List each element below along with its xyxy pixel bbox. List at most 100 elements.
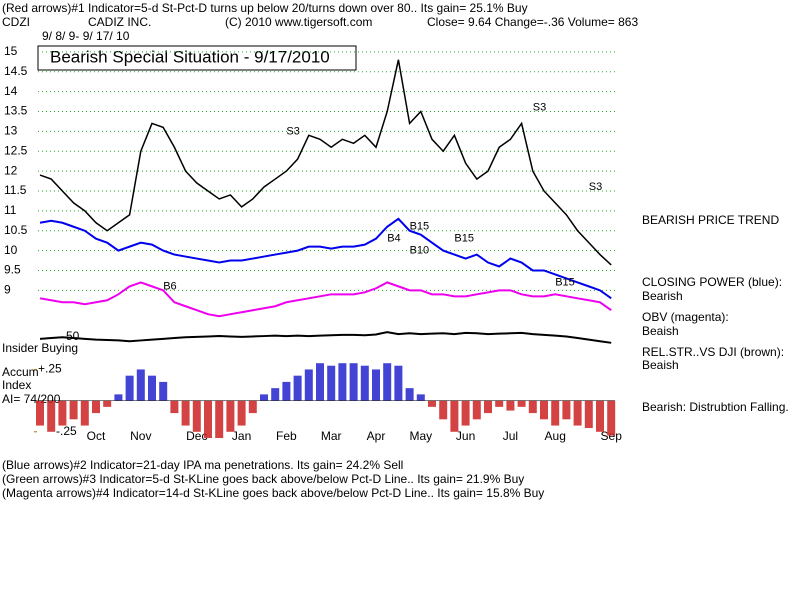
accum-bar (562, 400, 571, 420)
left-label: Index (2, 378, 31, 392)
y-tick-label: 13 (4, 124, 18, 138)
y-tick-label: 11 (4, 203, 17, 217)
accum-bar (338, 363, 347, 401)
side-label: BEARISH PRICE TREND (642, 213, 779, 227)
accum-bar (80, 400, 89, 426)
y-tick-label: 14.5 (4, 64, 28, 78)
quote: Close= 9.64 Change=-.36 Volume= 863 (427, 15, 638, 29)
accum-bar (136, 369, 145, 401)
annotation: B15 (454, 233, 474, 245)
left-label: Insider Buying (2, 341, 78, 355)
x-tick-label: Nov (130, 429, 151, 443)
side-label: Bearish (642, 289, 683, 303)
x-tick-label: Dec (186, 429, 207, 443)
accum-bar (383, 363, 392, 401)
accum-bar (192, 400, 201, 432)
accum-bar (92, 400, 100, 414)
accum-bar (506, 400, 515, 411)
accum-bar (528, 400, 537, 414)
accum-bar (327, 365, 336, 401)
accum-bar (215, 400, 224, 439)
accum-bar (428, 400, 436, 407)
x-tick-label: Feb (276, 429, 297, 443)
side-label: REL.STR..VS DJI (brown): (642, 345, 784, 359)
title-box (37, 45, 357, 71)
side-label: CLOSING POWER (blue): (642, 275, 782, 289)
y-tick-label: 10 (4, 243, 18, 257)
accum-bar (461, 400, 470, 426)
accum-bar (540, 400, 548, 420)
y-tick-label: 14 (4, 84, 18, 98)
accum-bar (450, 400, 459, 432)
accum-bar (372, 369, 380, 401)
accum-bar (226, 400, 235, 432)
accum-bar (159, 381, 168, 401)
accum-bar (304, 369, 313, 401)
side-label: OBV (magenta): (642, 310, 729, 324)
annotation: B15 (555, 276, 575, 288)
y2-tick-label: +.25 (38, 362, 62, 376)
accum-bar (416, 394, 425, 401)
y-tick-label: 15 (4, 44, 18, 58)
left-label: 50 (66, 329, 80, 343)
x-tick-label: Sep (601, 429, 623, 443)
accum-bar (36, 400, 44, 426)
accum-bar (282, 381, 291, 401)
accum-bar (114, 394, 123, 401)
x-tick-label: Apr (367, 429, 386, 443)
y-tick-label: 13.5 (4, 104, 28, 118)
accum-bar (181, 400, 190, 426)
left-label: AI= 74/200 (2, 392, 61, 406)
accum-bar (316, 363, 324, 401)
accum-bar (405, 388, 414, 401)
accum-bar (349, 363, 358, 401)
side-label: Bearish: Distrubtion Falling. (642, 400, 789, 414)
annotation: B4 (387, 233, 400, 245)
accum-bar (472, 400, 481, 420)
footer-line: (Magenta arrows)#4 Indicator=14-d St-KLi… (2, 486, 544, 500)
x-tick-label: Jul (503, 429, 518, 443)
x-tick-label: Mar (321, 429, 342, 443)
side-label: Beaish (642, 358, 679, 372)
accum-bar (260, 394, 268, 401)
side-label: Beaish (642, 324, 679, 338)
copyright: (C) 2010 www.tigersoft.com (225, 15, 372, 29)
accum-bar (271, 388, 280, 401)
annotation: B6 (163, 280, 176, 292)
series-line (39, 59, 612, 266)
accum-bar (58, 400, 67, 426)
annotation: S3 (589, 181, 602, 193)
accum-bar (237, 400, 246, 426)
series-line (39, 331, 612, 344)
accum-bar (607, 400, 616, 436)
x-tick-label: Aug (545, 429, 566, 443)
accum-bar (573, 400, 582, 426)
x-tick-label: Jun (456, 429, 475, 443)
accum-bar (248, 400, 257, 414)
accum-bar (439, 400, 448, 420)
left-label: Accum (2, 365, 39, 379)
chart-title: Bearish Special Situation - 9/17/2010 (50, 47, 330, 66)
annotation: S3 (286, 125, 299, 137)
x-tick-label: Oct (87, 429, 106, 443)
annotation: B15 (410, 221, 430, 233)
accum-bar (148, 375, 156, 401)
series-line (39, 217, 612, 300)
accum-bar (204, 400, 212, 439)
company: CADIZ INC. (88, 15, 151, 29)
accum-bar (47, 400, 56, 432)
accum-bar (293, 375, 302, 401)
y-tick-label: 11.5 (4, 183, 27, 197)
accum-bar (103, 400, 112, 407)
y-tick-label: 9 (4, 283, 11, 297)
accum-bar (596, 400, 604, 432)
annotation: S3 (533, 101, 546, 113)
footer-line: (Blue arrows)#2 Indicator=21-day IPA ma … (2, 458, 403, 472)
accum-bar (495, 400, 504, 407)
accum-bar (125, 375, 134, 401)
y-tick-label: 12 (4, 163, 18, 177)
accum-bar (360, 365, 369, 401)
accum-bar (551, 400, 560, 426)
accum-bar (517, 400, 526, 407)
